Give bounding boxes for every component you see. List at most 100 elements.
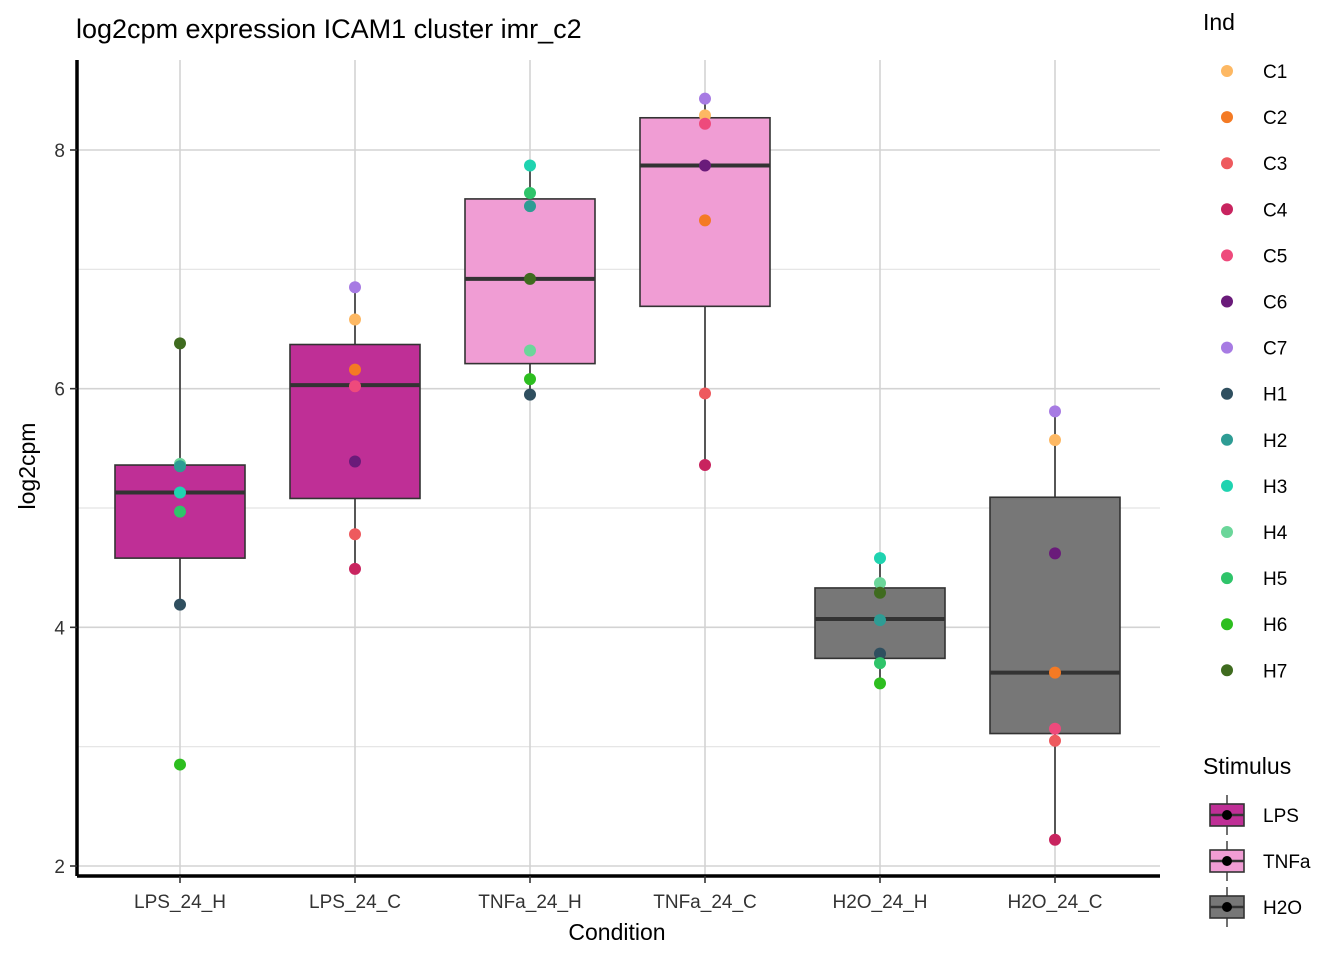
legend-ind-key-H3 (1221, 479, 1233, 492)
legend-stimulus-label-TNFa: TNFa (1263, 852, 1311, 873)
point-TNFa_24_C-C5 (699, 117, 711, 130)
box-TNFa_24_H (464, 165, 596, 395)
points-layer (174, 92, 1061, 846)
point-LPS_24_C-C4 (349, 562, 361, 575)
point-LPS_24_H-H6 (174, 758, 186, 771)
legend-stimulus-label-H2O: H2O (1263, 898, 1302, 919)
x-tick-label-TNFa_24_C: TNFa_24_C (653, 892, 757, 913)
point-LPS_24_C-C3 (349, 528, 361, 541)
point-H2O_24_H-H5 (874, 657, 886, 670)
point-H2O_24_H-H2 (874, 614, 886, 627)
point-TNFa_24_H-H7 (524, 272, 536, 285)
point-TNFa_24_H-H3 (524, 159, 536, 172)
legend-ind-key-C5 (1221, 249, 1233, 262)
point-LPS_24_C-C2 (349, 363, 361, 376)
x-tick-label-LPS_24_H: LPS_24_H (134, 892, 226, 913)
legend-ind-label-C5: C5 (1263, 246, 1287, 267)
box-rect-H2O_24_C (989, 496, 1121, 735)
legend-ind-label-H5: H5 (1263, 569, 1287, 590)
point-LPS_24_H-H1 (174, 598, 186, 611)
point-TNFa_24_H-H4 (524, 344, 536, 357)
legend-ind-label-H1: H1 (1263, 385, 1287, 406)
x-axis-label: Condition (568, 919, 665, 945)
legend-ind-key-H5 (1221, 572, 1233, 585)
box-rect-H2O_24_H (814, 587, 946, 660)
x-ticks: LPS_24_H LPS_24_C TNFa_24_H TNFa_24_C H2O_24… (134, 876, 1103, 913)
legend-stimulus-key-LPS (1209, 795, 1245, 835)
y-tick-label-6: 6 (54, 380, 65, 401)
legend-ind: Ind C1 C2 C3 C4 C5 C6 C7 H1 H2 H3 H4 H5 H6 H7 (1203, 9, 1288, 682)
y-ticks: 2 4 6 8 (54, 141, 77, 878)
legend-stimulus-key-TNFa (1209, 841, 1245, 881)
point-TNFa_24_H-H1 (524, 388, 536, 401)
point-TNFa_24_H-H2 (524, 200, 536, 213)
y-axis-label: log2cpm (14, 423, 40, 510)
point-H2O_24_H-H4 (874, 577, 886, 590)
legend-ind-key-C3 (1221, 157, 1233, 170)
point-TNFa_24_C-C3 (699, 387, 711, 400)
y-tick-label-4: 4 (54, 618, 65, 639)
legend-stimulus-key-H2O (1209, 887, 1245, 927)
legend-stimulus-dot-TNFa (1222, 856, 1232, 866)
point-TNFa_24_C-C7 (699, 92, 711, 105)
legend-ind-key-H2 (1221, 433, 1233, 446)
legend-ind-label-C7: C7 (1263, 339, 1287, 360)
point-H2O_24_C-C7 (1049, 405, 1061, 418)
point-H2O_24_H-H3 (874, 552, 886, 565)
legend-ind-key-C1 (1221, 65, 1233, 77)
point-LPS_24_C-C1 (349, 313, 361, 326)
legend-ind-label-C3: C3 (1263, 154, 1287, 175)
point-LPS_24_C-C7 (349, 281, 361, 294)
y-tick-label-2: 2 (54, 857, 65, 878)
point-TNFa_24_C-C1 (699, 109, 711, 122)
point-H2O_24_H-H7 (874, 586, 886, 599)
point-H2O_24_C-C5 (1049, 722, 1061, 735)
legend-ind-key-H6 (1221, 618, 1233, 631)
point-H2O_24_H-H1 (874, 647, 886, 660)
point-LPS_24_C-C6 (349, 455, 361, 468)
legend-ind-key-C2 (1221, 111, 1233, 124)
legend-ind-label-H4: H4 (1263, 523, 1288, 544)
point-LPS_24_H-H2 (174, 460, 186, 473)
legend-ind-key-C6 (1221, 295, 1233, 308)
point-LPS_24_H-H5 (174, 505, 186, 518)
point-LPS_24_C-C5 (349, 380, 361, 393)
legend-ind-key-C7 (1221, 341, 1233, 354)
point-H2O_24_C-C4 (1049, 833, 1061, 846)
legend-ind-label-H7: H7 (1263, 661, 1287, 682)
point-TNFa_24_H-H5 (524, 186, 536, 199)
box-rect-TNFa_24_C (639, 116, 771, 308)
point-H2O_24_C-C6 (1049, 547, 1061, 560)
point-LPS_24_H-H7 (174, 337, 186, 350)
point-TNFa_24_C-C4 (699, 459, 711, 472)
point-TNFa_24_C-C2 (699, 214, 711, 227)
x-tick-label-H2O_24_H: H2O_24_H (832, 892, 927, 913)
legend-ind-label-C2: C2 (1263, 108, 1287, 129)
legend-ind-label-C4: C4 (1263, 200, 1288, 221)
box-H2O_24_C (989, 411, 1121, 840)
legend-ind-label-H2: H2 (1263, 431, 1287, 452)
legend-ind-label-H3: H3 (1263, 477, 1287, 498)
legend-stimulus-title: Stimulus (1203, 753, 1291, 779)
point-TNFa_24_C-C6 (699, 159, 711, 172)
point-H2O_24_H-H6 (874, 677, 886, 690)
x-tick-label-H2O_24_C: H2O_24_C (1007, 892, 1102, 913)
point-LPS_24_H-H3 (174, 486, 186, 499)
legend-stimulus-label-LPS: LPS (1263, 806, 1299, 827)
point-H2O_24_C-C1 (1049, 433, 1061, 446)
legend-ind-label-H6: H6 (1263, 615, 1287, 636)
legend-stimulus-dot-LPS (1222, 810, 1232, 820)
legend-ind-label-C6: C6 (1263, 293, 1287, 314)
legend-stimulus-dot-H2O (1222, 902, 1232, 912)
chart-title: log2cpm expression ICAM1 cluster imr_c2 (76, 14, 582, 44)
legend-ind-label-C1: C1 (1263, 62, 1287, 83)
legend-ind-key-H7 (1221, 664, 1233, 677)
point-H2O_24_C-C3 (1049, 734, 1061, 747)
point-TNFa_24_H-H6 (524, 373, 536, 386)
x-tick-label-LPS_24_C: LPS_24_C (309, 892, 401, 913)
legend-stimulus: Stimulus LPS TNFa H2O (1203, 753, 1311, 927)
legend-ind-key-H4 (1221, 526, 1233, 538)
legend-ind-title: Ind (1203, 9, 1235, 35)
x-tick-label-TNFa_24_H: TNFa_24_H (478, 892, 582, 913)
